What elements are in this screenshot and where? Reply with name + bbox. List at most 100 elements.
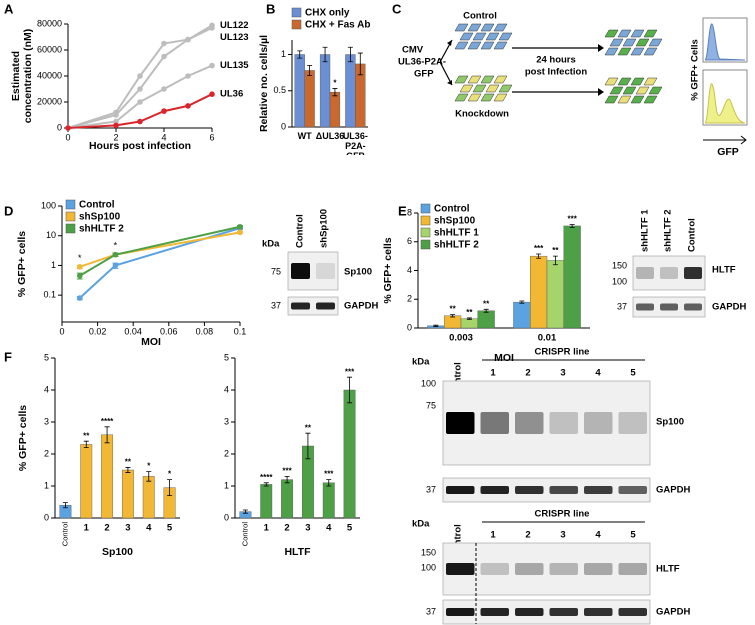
blot-lane: 2 bbox=[525, 530, 530, 541]
data-point bbox=[77, 264, 83, 270]
blot-marker: 37 bbox=[617, 301, 627, 311]
bar bbox=[142, 476, 155, 519]
y-tick-label: 20000 bbox=[37, 96, 62, 106]
blot-lane: Control bbox=[687, 218, 698, 252]
legend-swatch bbox=[65, 223, 76, 234]
legend-label: CHX + Fas Ab bbox=[305, 20, 370, 31]
diagram-label: Knockdown bbox=[455, 109, 509, 120]
bar bbox=[563, 225, 581, 329]
y-tick-label: 4 bbox=[407, 265, 412, 275]
blot-target: GAPDH bbox=[344, 301, 378, 312]
panel-label: B bbox=[266, 1, 275, 16]
cell bbox=[459, 32, 474, 41]
blot-band bbox=[515, 608, 544, 616]
cell bbox=[485, 32, 500, 41]
bar bbox=[530, 255, 548, 329]
cell bbox=[454, 93, 469, 102]
significance: **** bbox=[260, 473, 273, 482]
error-bar bbox=[322, 46, 328, 63]
panel-label: E bbox=[398, 203, 407, 218]
blot-lane: 1 bbox=[490, 530, 496, 541]
x-tick-label: 0 bbox=[59, 326, 64, 336]
y-tick-label: 60000 bbox=[37, 44, 62, 54]
cell bbox=[622, 86, 637, 95]
cell bbox=[467, 93, 482, 102]
error-bar bbox=[433, 324, 439, 327]
y-tick-label: 1 bbox=[281, 49, 286, 59]
significance: *** bbox=[567, 215, 577, 224]
data-point bbox=[112, 262, 119, 269]
significance: * bbox=[147, 462, 151, 471]
y-axis-label: Estimated bbox=[10, 51, 22, 101]
blot-target: GAPDH bbox=[712, 302, 746, 313]
cell bbox=[635, 86, 650, 95]
y-tick-label: 4 bbox=[44, 384, 49, 394]
error-bar bbox=[536, 253, 542, 259]
y-tick-label: 100 bbox=[41, 200, 56, 210]
x-tick-label: 0 bbox=[65, 132, 70, 142]
blot-marker: 150 bbox=[421, 547, 436, 557]
bar bbox=[322, 482, 335, 519]
legend-label: CHX only bbox=[305, 8, 350, 19]
blot-lane: shHLTF 2 bbox=[663, 209, 674, 252]
blot-marker: 37 bbox=[426, 484, 436, 494]
data-point bbox=[77, 272, 83, 279]
data-point bbox=[113, 112, 119, 118]
cell bbox=[617, 29, 632, 38]
cell bbox=[498, 84, 513, 93]
cell bbox=[604, 77, 619, 86]
x-tick-label: Control bbox=[240, 522, 249, 547]
error-bar bbox=[104, 426, 110, 444]
blot-membrane bbox=[442, 477, 651, 503]
blot-band bbox=[684, 267, 702, 279]
legend-swatch bbox=[65, 211, 76, 222]
y-tick-label: 0 bbox=[407, 322, 412, 332]
blot-target: GAPDH bbox=[656, 485, 690, 496]
diagram-label: Control bbox=[463, 11, 497, 22]
bar bbox=[121, 469, 134, 519]
significance: *** bbox=[324, 470, 334, 479]
y-tick-label: 0 bbox=[281, 121, 286, 131]
error-bar bbox=[146, 471, 152, 482]
legend-swatch bbox=[291, 7, 302, 18]
blot-label: CRISPR line bbox=[535, 347, 590, 358]
significance: * bbox=[78, 253, 82, 263]
blot-lane: shHLTF 1 bbox=[640, 209, 651, 252]
significance: *** bbox=[282, 467, 292, 476]
y-tick-label: 3 bbox=[224, 416, 229, 426]
data-point bbox=[209, 91, 215, 97]
diagram-label: GFP bbox=[717, 146, 739, 158]
significance: ** bbox=[466, 308, 473, 317]
x-tick-label: 0.003 bbox=[449, 333, 473, 344]
blot-membrane bbox=[442, 542, 651, 596]
blot-band bbox=[618, 412, 647, 434]
blot-marker: 37 bbox=[271, 300, 281, 310]
series-label: UL122 bbox=[220, 20, 249, 31]
legend-label: Control bbox=[434, 204, 470, 215]
cell bbox=[604, 29, 619, 38]
data-point bbox=[112, 251, 119, 258]
bar bbox=[513, 301, 531, 329]
blot-band bbox=[549, 608, 578, 616]
data-point bbox=[65, 125, 71, 131]
blot-band bbox=[291, 302, 310, 310]
cell bbox=[617, 95, 632, 104]
blot-band bbox=[480, 412, 509, 434]
error-bar bbox=[519, 300, 525, 304]
cell bbox=[485, 84, 500, 93]
blot-band bbox=[618, 608, 647, 616]
x-tick-label: 1 bbox=[84, 523, 90, 534]
panel-label: C bbox=[392, 1, 402, 16]
blot-band bbox=[446, 486, 475, 494]
error-bar bbox=[83, 440, 89, 448]
cell bbox=[622, 38, 637, 47]
significance: *** bbox=[345, 367, 355, 376]
blot-lane: 2 bbox=[525, 368, 530, 379]
cell bbox=[454, 23, 469, 32]
cell bbox=[643, 47, 658, 56]
blot-band bbox=[291, 263, 310, 279]
x-tick-label: UL36-P2A-GFP bbox=[342, 131, 368, 155]
blot-band bbox=[316, 263, 335, 279]
blot-band bbox=[584, 412, 613, 434]
